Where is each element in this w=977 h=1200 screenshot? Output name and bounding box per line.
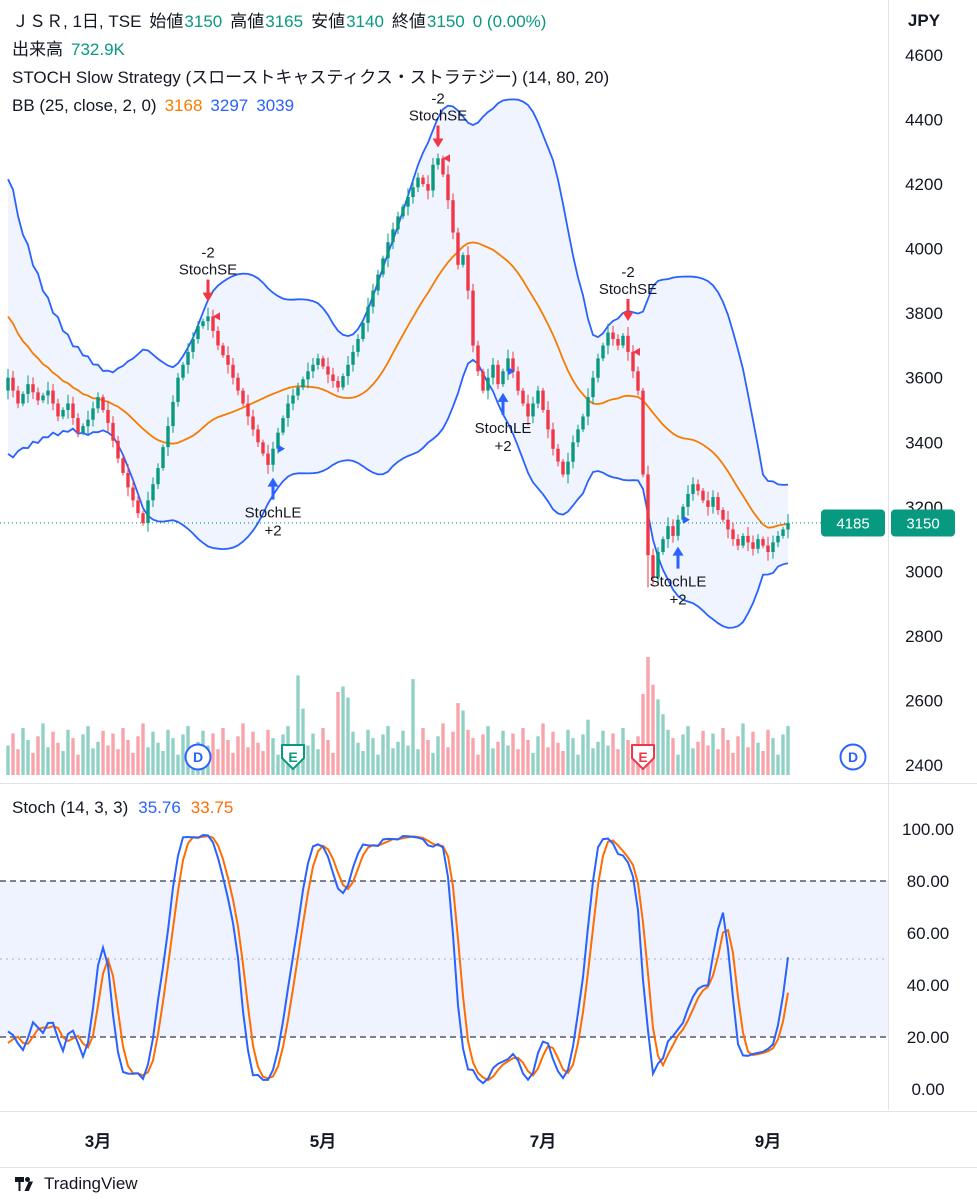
high-value: 3165: [265, 12, 304, 31]
main-price-chart[interactable]: -2StochSE-2StochSE-2StochSEStochLE+2Stoc…: [0, 0, 977, 783]
tradingview-logo-icon[interactable]: [12, 1172, 36, 1196]
svg-text:E: E: [638, 749, 647, 765]
svg-text:JPY: JPY: [908, 11, 941, 30]
chart-legend: ＪＳＲ, 1日, TSE 始値 3150 高値 3165 安値 3140 終値 …: [12, 8, 609, 120]
svg-text:+2: +2: [494, 438, 511, 455]
bb-title: BB (25, close, 2, 0): [12, 96, 157, 115]
svg-text:+2: +2: [669, 592, 686, 609]
high-label: 高値: [230, 12, 265, 31]
svg-text:-2: -2: [621, 264, 634, 281]
main-pane: -2 StochSE -2 StochSE -2 StochSE StochLE +2 Stoc…: [0, 0, 977, 783]
svg-text:3400: 3400: [905, 433, 943, 452]
svg-text:3600: 3600: [905, 369, 943, 388]
footer-bar: TradingView: [0, 1167, 977, 1200]
svg-text:StochSE: StochSE: [409, 108, 467, 125]
low-label: 安値: [311, 12, 346, 31]
close-value: 3150: [426, 12, 465, 31]
svg-text:StochSE: StochSE: [599, 281, 657, 298]
symbol-row[interactable]: ＪＳＲ, 1日, TSE 始値 3150 高値 3165 安値 3140 終値 …: [12, 8, 609, 36]
stoch-d-value: 33.75: [190, 798, 234, 817]
svg-text:80.00: 80.00: [907, 872, 950, 891]
svg-text:4185: 4185: [836, 516, 869, 533]
bb-upper-value: 3297: [210, 96, 249, 115]
svg-text:100.00: 100.00: [902, 820, 954, 839]
svg-text:4200: 4200: [905, 175, 943, 194]
low-value: 3140: [346, 12, 384, 31]
time-axis-label: 9月: [754, 1132, 782, 1151]
open-label: 始値: [149, 12, 184, 31]
svg-text:4000: 4000: [905, 240, 943, 259]
volume-value: 732.9K: [71, 40, 125, 59]
svg-text:60.00: 60.00: [907, 924, 950, 943]
price-axis[interactable]: [889, 0, 977, 783]
svg-text:2600: 2600: [905, 692, 943, 711]
volume-label: 出来高: [12, 40, 63, 59]
svg-text:4600: 4600: [905, 46, 943, 65]
strategy-row[interactable]: STOCH Slow Strategy (スローストキャスティクス・ストラテジー…: [12, 64, 609, 92]
close-pair: 終値 3150: [392, 8, 465, 36]
open-value: 3150: [184, 12, 223, 31]
open-pair: 始値 3150: [149, 8, 222, 36]
bb-row[interactable]: BB (25, close, 2, 0) 3168 3297 3039: [12, 92, 609, 120]
svg-text:3800: 3800: [905, 304, 943, 323]
low-pair: 安値 3140: [311, 8, 384, 36]
svg-text:-2: -2: [201, 245, 214, 262]
svg-text:0.00: 0.00: [911, 1080, 944, 1099]
svg-text:E: E: [288, 749, 297, 765]
stoch-indicator-chart[interactable]: 100.00 80.00 60.00 40.00 20.00 0.00: [0, 784, 977, 1110]
svg-text:StochLE: StochLE: [475, 420, 532, 437]
stoch-k-value: 35.76: [138, 798, 181, 817]
time-axis-label: 7月: [529, 1132, 557, 1151]
svg-text:3000: 3000: [905, 562, 943, 581]
bb-basis-value: 3168: [164, 96, 203, 115]
stoch-legend[interactable]: Stoch (14, 3, 3) 35.76 33.75: [12, 794, 233, 822]
svg-text:4400: 4400: [905, 111, 943, 130]
high-pair: 高値 3165: [230, 8, 303, 36]
svg-text:StochLE: StochLE: [245, 505, 302, 522]
stoch-title: Stoch (14, 3, 3): [12, 798, 129, 817]
close-label: 終値: [391, 12, 426, 31]
symbol-title: ＪＳＲ, 1日, TSE: [12, 12, 142, 31]
svg-text:20.00: 20.00: [907, 1028, 950, 1047]
time-axis[interactable]: 3月 5月 7月 9月: [0, 1111, 977, 1167]
svg-text:2400: 2400: [905, 756, 943, 775]
svg-text:2800: 2800: [905, 627, 943, 646]
svg-text:D: D: [193, 749, 203, 765]
svg-text:40.00: 40.00: [907, 976, 950, 995]
svg-text:StochSE: StochSE: [179, 262, 237, 279]
volume-row[interactable]: 出来高 732.9K: [12, 36, 609, 64]
svg-text:3150: 3150: [906, 516, 939, 533]
stoch-pane: 100.00 80.00 60.00 40.00 20.00 0.00 Stoch (14…: [0, 783, 977, 1111]
time-axis-label: 5月: [309, 1132, 337, 1151]
tradingview-brand[interactable]: TradingView: [44, 1174, 138, 1193]
svg-text:+2: +2: [264, 523, 281, 540]
change-value: 0 (0.00%): [472, 12, 547, 31]
time-axis-label: 3月: [84, 1132, 112, 1151]
bb-lower-value: 3039: [256, 96, 295, 115]
svg-text:D: D: [848, 749, 858, 765]
strategy-title: STOCH Slow Strategy (スローストキャスティクス・ストラテジー…: [12, 68, 610, 87]
svg-text:-2: -2: [431, 91, 444, 108]
svg-text:StochLE: StochLE: [650, 574, 707, 591]
